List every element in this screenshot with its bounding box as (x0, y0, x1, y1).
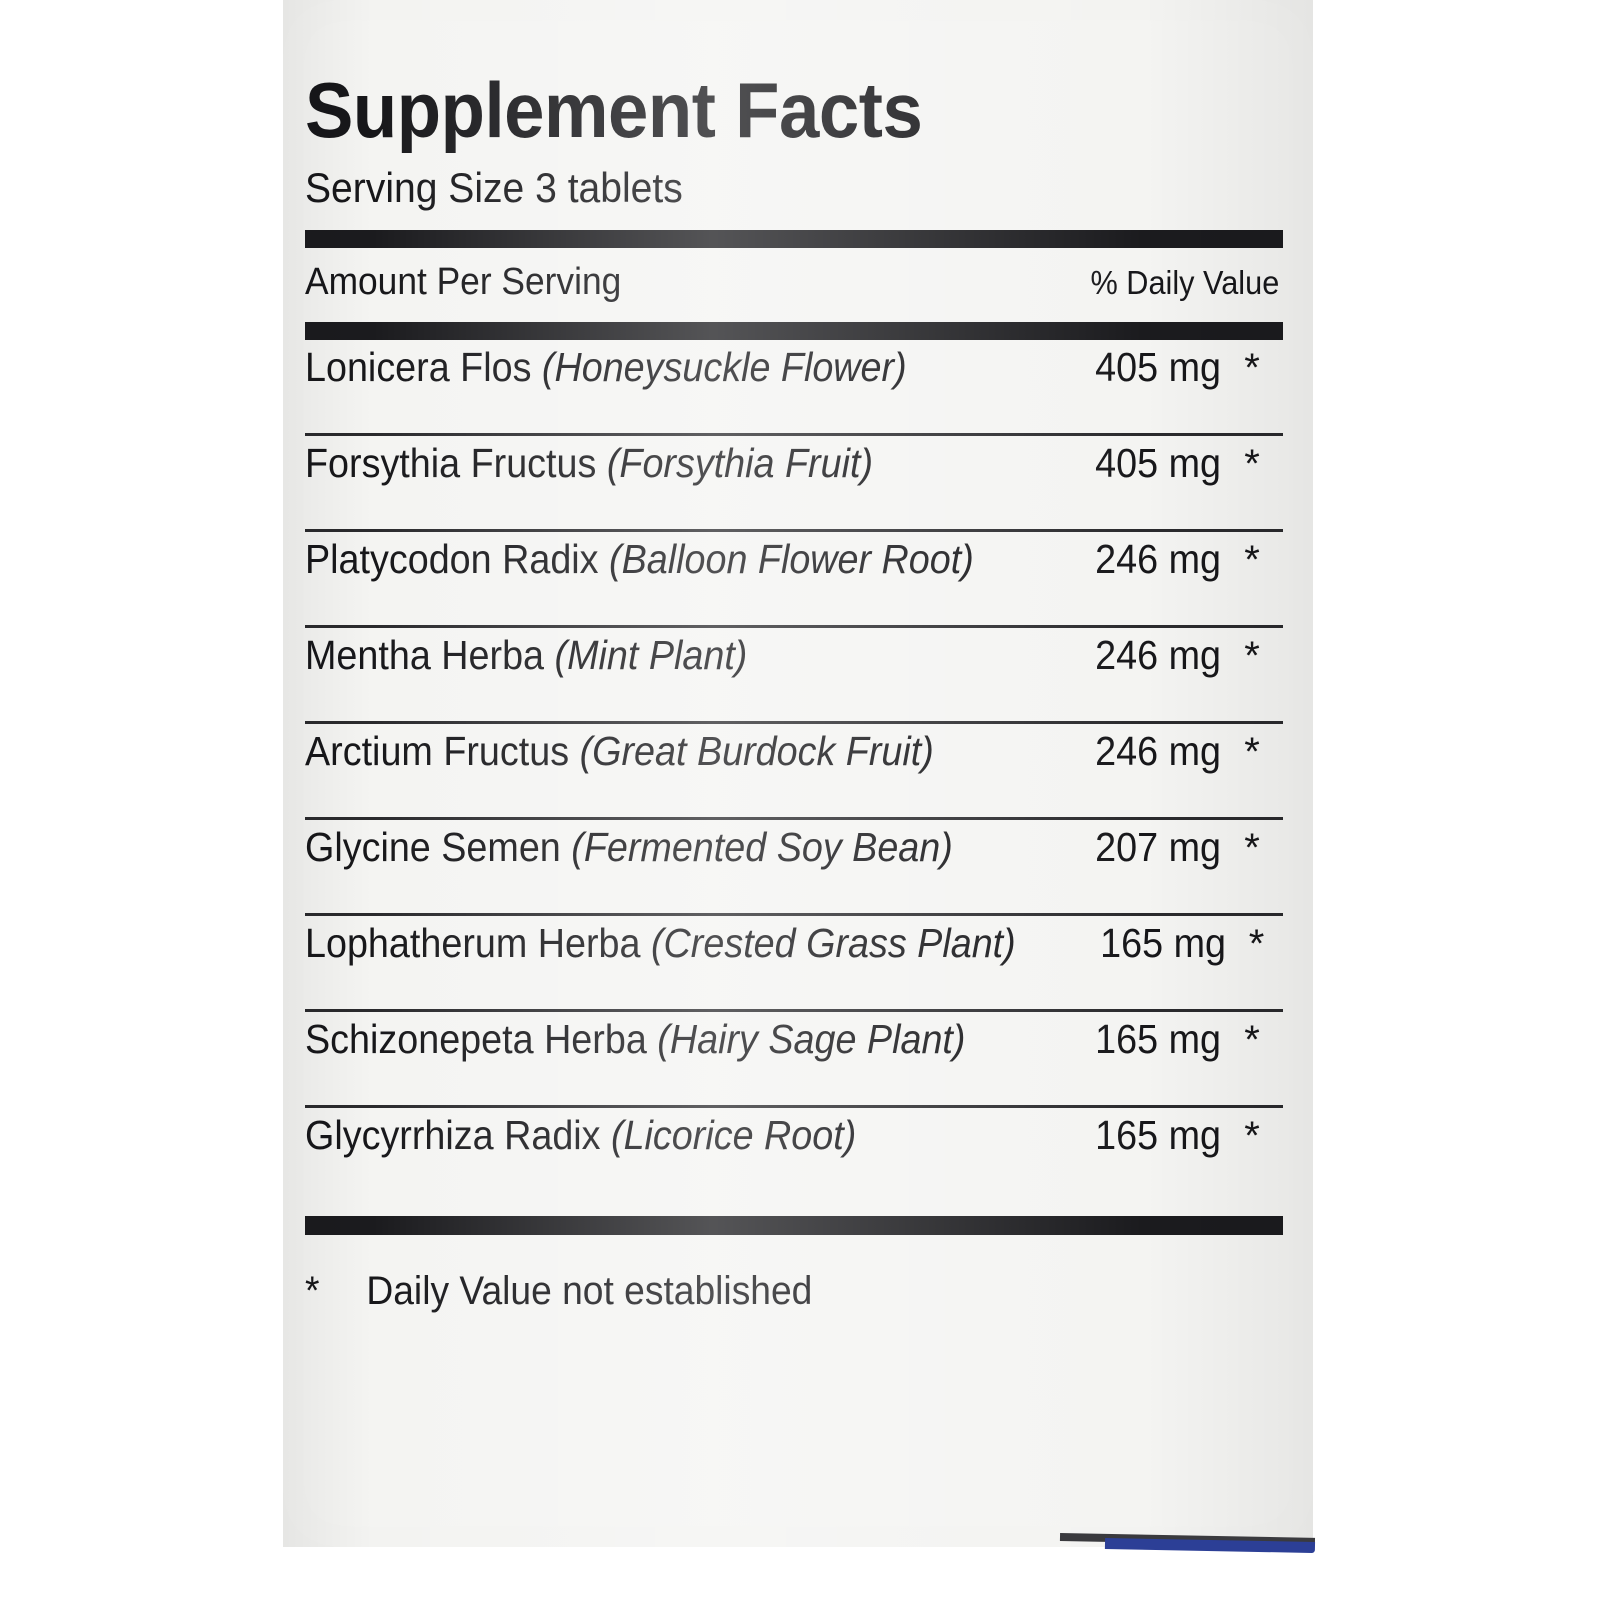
rule-above-footnote (305, 1216, 1283, 1236)
ingredient-common-name: (Honeysuckle Flower) (541, 344, 907, 391)
ingredient-daily-value: * (1244, 826, 1260, 871)
page-title: Supplement Facts (305, 66, 923, 154)
table-row: Schizonepeta Herba (Hairy Sage Plant) 165… (305, 1012, 1283, 1109)
ingredient-amount: 165 mg (1095, 1016, 1221, 1063)
ingredient-common-name: (Licorice Root) (611, 1112, 857, 1159)
table-row: Lonicera Flos (Honeysuckle Flower) 405 mg… (305, 340, 1283, 437)
ingredient-latin-name: Lonicera Flos (305, 344, 542, 391)
footnote-asterisk-icon: * (305, 1269, 320, 1314)
ingredient-table: Lonicera Flos (Honeysuckle Flower) 405 mg… (305, 340, 1283, 1204)
ingredient-daily-value: * (1244, 346, 1260, 391)
ingredient-name: Glycine Semen (Fermented Soy Bean) (305, 824, 1012, 871)
ingredient-name: Glycyrrhiza Radix (Licorice Root) (305, 1112, 1012, 1159)
ingredient-latin-name: Glycine Semen (305, 824, 572, 871)
table-row: Glycyrrhiza Radix (Licorice Root) 165 mg * (305, 1108, 1283, 1204)
ingredient-amount: 246 mg (1095, 728, 1221, 775)
supplement-facts-block: Supplement Facts Serving Size 3 tablets … (305, 66, 1290, 1314)
table-row: Glycine Semen (Fermented Soy Bean) 207 mg… (305, 820, 1283, 917)
table-row: Mentha Herba (Mint Plant) 246 mg * (305, 628, 1283, 725)
ingredient-amount: 405 mg (1095, 440, 1221, 487)
ingredient-latin-name: Schizonepeta Herba (305, 1016, 658, 1063)
ingredient-name: Forsythia Fructus (Forsythia Fruit) (305, 440, 1012, 487)
ingredient-daily-value: * (1248, 922, 1265, 967)
ingredient-common-name: (Fermented Soy Bean) (571, 824, 953, 871)
daily-value-header: % Daily Value (1090, 264, 1280, 302)
footnote-text: Daily Value not established (366, 1269, 813, 1314)
ingredient-latin-name: Arctium Fructus (305, 728, 580, 775)
ingredient-common-name: (Mint Plant) (554, 632, 748, 679)
ingredient-daily-value: * (1244, 730, 1260, 775)
rule-under-header (305, 322, 1283, 341)
table-row: Lophatherum Herba (Crested Grass Plant) 1… (305, 916, 1283, 1013)
ingredient-common-name: (Balloon Flower Root) (609, 536, 974, 583)
ingredient-name: Platycodon Radix (Balloon Flower Root) (305, 536, 1012, 583)
ingredient-common-name: (Hairy Sage Plant) (657, 1016, 966, 1063)
ingredient-name: Mentha Herba (Mint Plant) (305, 632, 1012, 679)
ingredient-latin-name: Mentha Herba (305, 632, 555, 679)
ingredient-latin-name: Platycodon Radix (305, 536, 610, 583)
ingredient-latin-name: Lophatherum Herba (305, 920, 651, 967)
ingredient-latin-name: Glycyrrhiza Radix (305, 1112, 612, 1159)
ingredient-amount: 165 mg (1095, 1112, 1221, 1159)
table-row: Platycodon Radix (Balloon Flower Root) 24… (305, 532, 1283, 629)
ingredient-name: Lophatherum Herba (Crested Grass Plant) (305, 920, 1016, 967)
ingredient-amount: 405 mg (1095, 344, 1221, 391)
rule-under-serving (305, 230, 1283, 249)
ingredient-daily-value: * (1244, 1114, 1260, 1159)
serving-size-text: Serving Size 3 tablets (305, 164, 683, 212)
table-row: Arctium Fructus (Great Burdock Fruit) 246… (305, 724, 1283, 821)
footnote: * Daily Value not established (305, 1269, 1221, 1314)
ingredient-latin-name: Forsythia Fructus (305, 440, 607, 487)
table-header-row: Amount Per Serving % Daily Value (305, 261, 1283, 304)
ingredient-daily-value: * (1244, 538, 1260, 583)
ingredient-name: Schizonepeta Herba (Hairy Sage Plant) (305, 1016, 1012, 1063)
amount-per-serving-header: Amount Per Serving (305, 261, 622, 304)
ingredient-common-name: (Forsythia Fruit) (606, 440, 874, 487)
ingredient-amount: 246 mg (1095, 536, 1221, 583)
ingredient-amount: 246 mg (1095, 632, 1221, 679)
ingredient-common-name: (Crested Grass Plant) (650, 920, 1016, 967)
ingredient-name: Arctium Fructus (Great Burdock Fruit) (305, 728, 1012, 775)
ingredient-daily-value: * (1244, 1018, 1260, 1063)
ingredient-daily-value: * (1244, 442, 1260, 487)
ingredient-amount: 165 mg (1099, 920, 1226, 967)
table-row: Forsythia Fructus (Forsythia Fruit) 405 m… (305, 436, 1283, 533)
ingredient-amount: 207 mg (1095, 824, 1221, 871)
ingredient-daily-value: * (1244, 634, 1260, 679)
ingredient-common-name: (Great Burdock Fruit) (579, 728, 934, 775)
ingredient-name: Lonicera Flos (Honeysuckle Flower) (305, 344, 1012, 391)
supplement-label-panel (283, 0, 1313, 1547)
